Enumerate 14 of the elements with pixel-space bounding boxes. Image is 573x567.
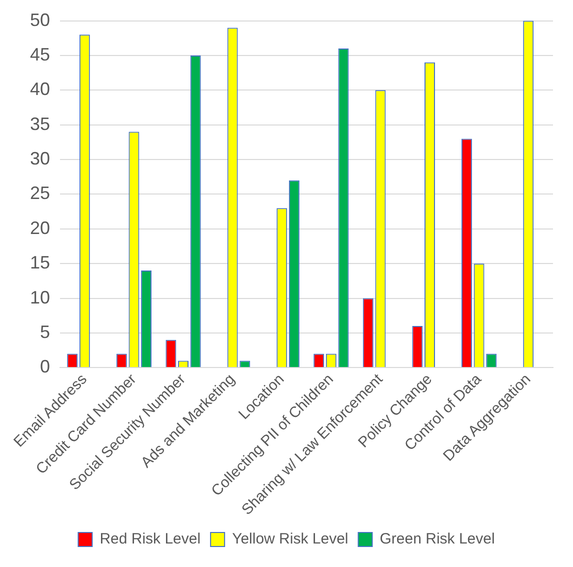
y-tick-label: 25 (30, 183, 50, 204)
y-tick-label: 40 (30, 79, 50, 100)
y-tick-label: 10 (30, 287, 50, 308)
y-tick-label: 35 (30, 114, 50, 134)
y-tick-label: 5 (40, 322, 50, 342)
y-tick-label: 30 (30, 148, 50, 169)
y-tick-label: 0 (40, 356, 50, 377)
y-tick-label: 45 (30, 44, 50, 64)
y-tick-label: 15 (30, 252, 50, 273)
legend-label: Yellow Risk Level (232, 530, 348, 548)
legend-label: Green Risk Level (380, 530, 495, 548)
legend-label: Red Risk Level (100, 530, 201, 548)
y-tick-label: 50 (30, 10, 50, 30)
y-tick-label: 20 (30, 218, 50, 238)
